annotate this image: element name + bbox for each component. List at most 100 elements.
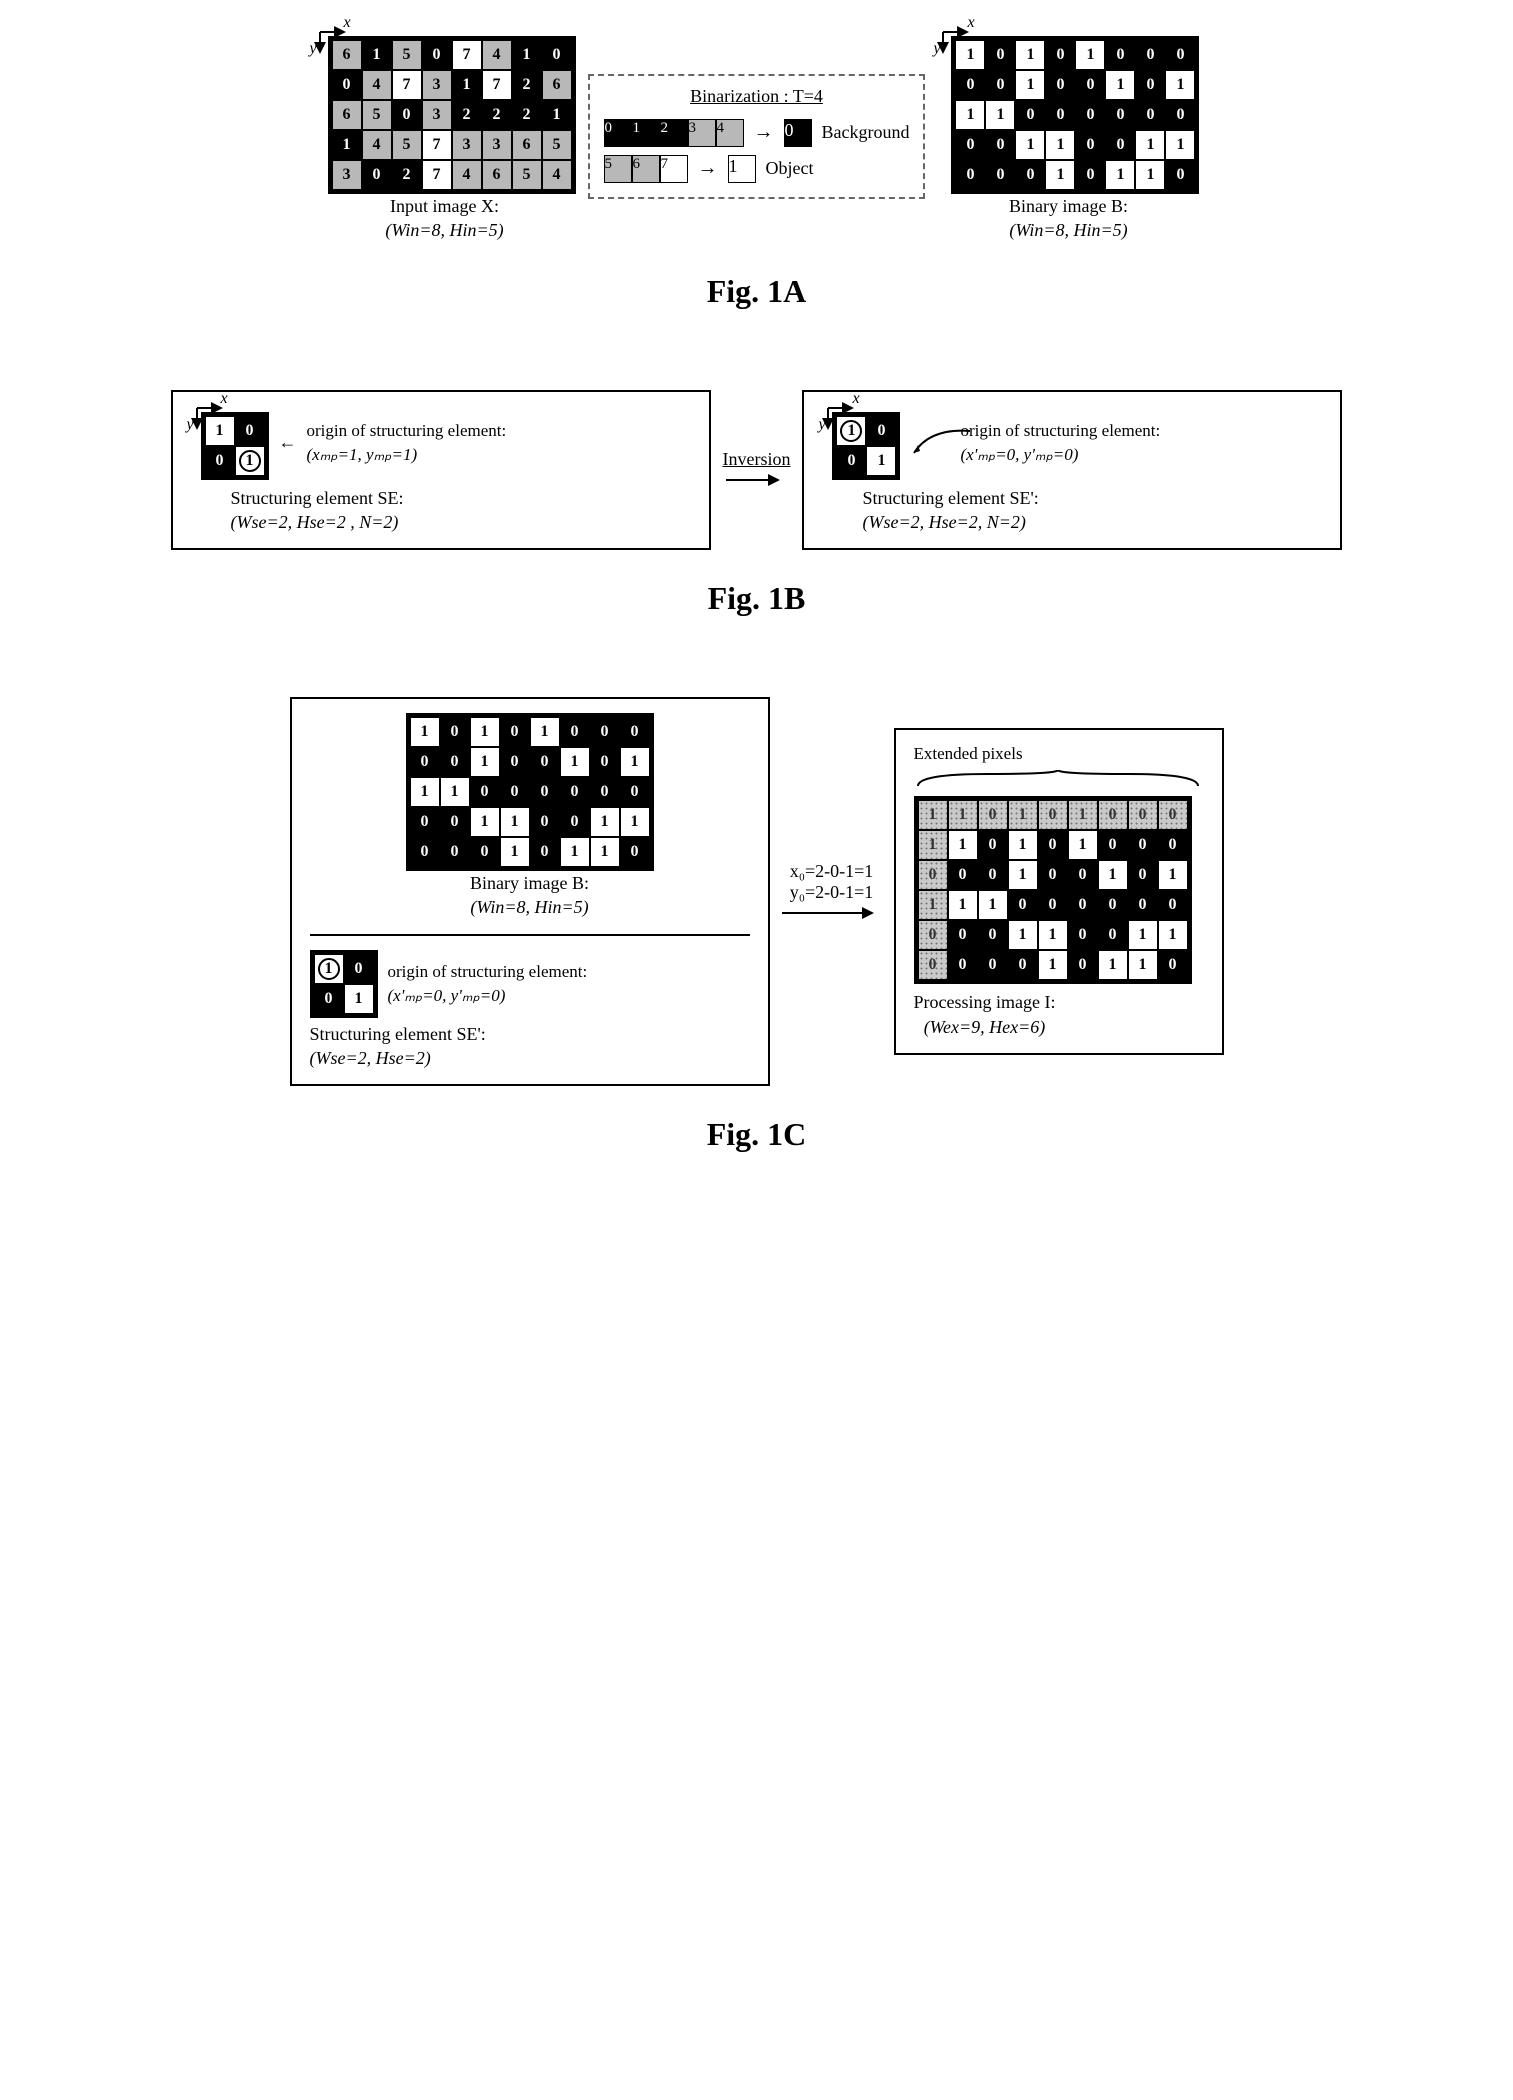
grid-cell: 1 bbox=[1069, 801, 1097, 829]
grid-cell: 1 bbox=[236, 447, 264, 475]
grid-cell: 0 bbox=[1076, 71, 1104, 99]
grid-cell: 0 bbox=[1129, 801, 1157, 829]
grid-cell: 3 bbox=[453, 131, 481, 159]
grid-cell: 0 bbox=[411, 748, 439, 776]
grid-cell: 0 bbox=[979, 861, 1007, 889]
grid-cell: 1 bbox=[453, 71, 481, 99]
grid-cell: 1 bbox=[1069, 831, 1097, 859]
grid-cell: 3 bbox=[483, 131, 511, 159]
grid-cell: 0 bbox=[441, 748, 469, 776]
grid-cell: 0 bbox=[471, 838, 499, 866]
grid-cell: 1 bbox=[728, 155, 756, 183]
grid-cell: 0 bbox=[621, 778, 649, 806]
grid-cell: 1 bbox=[1016, 71, 1044, 99]
grid-cell: 0 bbox=[1136, 41, 1164, 69]
grid-cell: 4 bbox=[363, 71, 391, 99]
grid-cell: 0 bbox=[919, 861, 947, 889]
binz-bg-out: 0 bbox=[784, 119, 812, 147]
grid-cell: 1 bbox=[363, 41, 391, 69]
grid-cell: 0 bbox=[1039, 801, 1067, 829]
grid-cell: 0 bbox=[1099, 831, 1127, 859]
grid-cell: 0 bbox=[531, 808, 559, 836]
se-right-caption-1: Structuring element SE': bbox=[862, 486, 1038, 510]
grid-cell: 1 bbox=[1076, 41, 1104, 69]
grid-cell: 0 bbox=[1046, 41, 1074, 69]
extended-pixels-label: Extended pixels bbox=[914, 744, 1023, 764]
grid-cell: 1 bbox=[1099, 861, 1127, 889]
grid-cell: 0 bbox=[919, 951, 947, 979]
grid-cell: 0 bbox=[1136, 71, 1164, 99]
grid-cell: 1 bbox=[1166, 131, 1194, 159]
grid-cell: 0 bbox=[1039, 891, 1067, 919]
grid-cell: 0 bbox=[1046, 101, 1074, 129]
grid-cell: 1 bbox=[1009, 921, 1037, 949]
grid-cell: 7 bbox=[660, 155, 688, 183]
arrow-icon: → bbox=[754, 121, 774, 144]
se-right-origin-label: origin of structuring element: bbox=[960, 419, 1160, 443]
fig1c-left-panel: 1010100000100101110000000011001100010110… bbox=[290, 697, 770, 1086]
grid-cell: 0 bbox=[1069, 951, 1097, 979]
grid-cell: 1 bbox=[621, 748, 649, 776]
grid-cell: 1 bbox=[1136, 161, 1164, 189]
grid-cell: 0 bbox=[393, 101, 421, 129]
pointer-arrow-icon bbox=[910, 423, 950, 463]
grid-cell: 0 bbox=[979, 951, 1007, 979]
grid-cell: 4 bbox=[543, 161, 571, 189]
grid-cell: 0 bbox=[1099, 921, 1127, 949]
grid-cell: 1 bbox=[531, 718, 559, 746]
se-left-caption-2: (Wse=2, Hse=2 , N=2) bbox=[231, 510, 404, 534]
grid-cell: 1 bbox=[513, 41, 541, 69]
grid-cell: 0 bbox=[411, 808, 439, 836]
grid-cell: 0 bbox=[1166, 101, 1194, 129]
fig-1c: 1010100000100101110000000011001100010110… bbox=[70, 697, 1443, 1153]
grid-cell: 0 bbox=[531, 778, 559, 806]
grid-cell: 1 bbox=[949, 801, 977, 829]
grid-cell: 1 bbox=[1159, 861, 1187, 889]
grid-cell: 0 bbox=[561, 778, 589, 806]
grid-cell: 1 bbox=[1106, 161, 1134, 189]
grid-cell: 4 bbox=[453, 161, 481, 189]
grid-cell: 0 bbox=[1069, 921, 1097, 949]
grid-cell: 1 bbox=[333, 131, 361, 159]
processing-caption-1: Processing image I: bbox=[914, 990, 1056, 1014]
arrow-icon bbox=[726, 470, 786, 490]
grid-cell: 0 bbox=[867, 417, 895, 445]
divider bbox=[310, 934, 750, 936]
se-left-origin-label: origin of structuring element: bbox=[307, 419, 507, 443]
input-grid: 6150741004731726650322211457336530274654 bbox=[328, 36, 576, 194]
grid-cell: 0 bbox=[333, 71, 361, 99]
fig1c-binary-caption-2: (Win=8, Hin=5) bbox=[470, 895, 589, 919]
grid-cell: 1 bbox=[1046, 161, 1074, 189]
grid-cell: 0 bbox=[1076, 131, 1104, 159]
grid-cell: 0 bbox=[1159, 951, 1187, 979]
grid-cell: 0 bbox=[1076, 101, 1104, 129]
grid-cell: 0 bbox=[531, 838, 559, 866]
grid-cell: 0 bbox=[621, 718, 649, 746]
grid-cell: 0 bbox=[1039, 861, 1067, 889]
grid-cell: 2 bbox=[660, 119, 688, 147]
grid-cell: 2 bbox=[513, 71, 541, 99]
brace-icon bbox=[914, 770, 1204, 790]
grid-cell: 3 bbox=[423, 101, 451, 129]
grid-cell: 0 bbox=[949, 951, 977, 979]
axis-x-label: x bbox=[967, 14, 974, 32]
se-left-panel: x y 1001 ← origin of structuring element… bbox=[171, 390, 711, 551]
fig1c-se-origin-coords: (x'ₘₚ=0, y'ₘₚ=0) bbox=[388, 984, 588, 1008]
grid-cell: 1 bbox=[956, 101, 984, 129]
grid-cell: 1 bbox=[1046, 131, 1074, 159]
grid-cell: 1 bbox=[1129, 951, 1157, 979]
grid-cell: 0 bbox=[315, 985, 343, 1013]
grid-cell: 0 bbox=[1106, 101, 1134, 129]
grid-cell: 0 bbox=[561, 718, 589, 746]
grid-cell: 6 bbox=[333, 101, 361, 129]
grid-cell: 1 bbox=[471, 748, 499, 776]
grid-cell: 0 bbox=[236, 417, 264, 445]
grid-cell: 0 bbox=[591, 748, 619, 776]
grid-cell: 5 bbox=[393, 131, 421, 159]
grid-cell: 1 bbox=[979, 891, 1007, 919]
fig1c-right-panel: Extended pixels 110101000110101000000100… bbox=[894, 728, 1224, 1055]
grid-cell: 0 bbox=[471, 778, 499, 806]
grid-cell: 1 bbox=[1106, 71, 1134, 99]
grid-cell: 0 bbox=[345, 955, 373, 983]
grid-cell: 0 bbox=[591, 778, 619, 806]
